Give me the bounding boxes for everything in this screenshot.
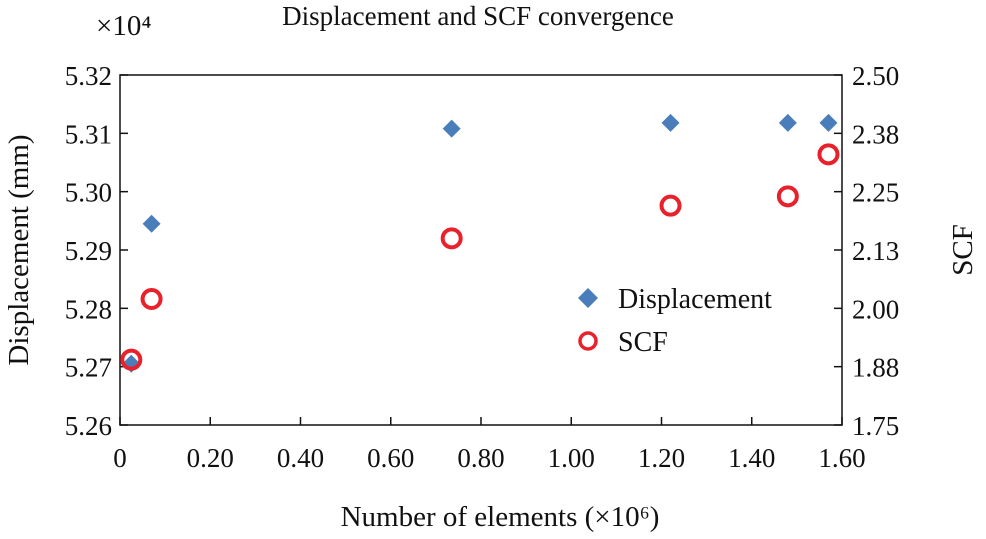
y-left-axis-label: Displacement (mm) <box>3 134 35 365</box>
x-tick-label: 0.20 <box>187 443 234 473</box>
x-tick-label: 0.60 <box>367 443 414 473</box>
y-left-tick-label: 5.27 <box>65 353 112 383</box>
y-right-axis-ticks: 1.75 1.88 2.00 2.13 2.25 2.38 2.50 <box>834 61 899 441</box>
scf-point <box>120 348 143 371</box>
y-left-tick-label: 5.31 <box>65 119 112 149</box>
y-right-tick-label: 2.38 <box>852 119 899 149</box>
displacement-point <box>819 113 838 132</box>
legend-displacement-label: Displacement <box>618 284 772 315</box>
x-tick-label: 1.60 <box>818 443 865 473</box>
x-tick-label: 1.40 <box>728 443 775 473</box>
chart-title: Displacement and SCF convergence <box>282 1 674 31</box>
displacement-point <box>142 214 161 233</box>
x-axis-label: Number of elements (×10⁶) <box>341 501 660 533</box>
data-marks <box>120 113 840 373</box>
y-left-tick-label: 5.32 <box>65 61 112 91</box>
y-right-tick-label: 2.00 <box>852 294 899 324</box>
y-right-axis-label: SCF <box>947 224 979 276</box>
y-left-axis-ticks: 5.26 5.27 5.28 5.29 5.30 5.31 5.32 <box>65 61 128 441</box>
y-right-tick-label: 2.25 <box>852 178 899 208</box>
x-tick-label: 1.00 <box>548 443 595 473</box>
x-tick-label: 0.80 <box>457 443 504 473</box>
y-left-tick-label: 5.28 <box>65 294 112 324</box>
legend-scf-marker <box>578 331 598 351</box>
plot-area-border <box>119 74 843 426</box>
scf-point <box>776 185 799 208</box>
scf-point <box>817 143 840 166</box>
legend-displacement-marker <box>578 288 598 308</box>
scf-point <box>440 227 463 250</box>
scf-point <box>659 194 682 217</box>
x-tick-label: 0.40 <box>277 443 324 473</box>
y-right-tick-label: 2.50 <box>852 61 899 91</box>
displacement-point <box>442 119 461 138</box>
left-axis-multiplier: ×10⁴ <box>96 10 151 42</box>
legend-scf-label: SCF <box>618 327 668 358</box>
y-left-tick-label: 5.29 <box>65 236 112 266</box>
y-left-tick-label: 5.26 <box>65 411 112 441</box>
plot-frame <box>119 74 843 426</box>
y-right-tick-label: 1.88 <box>852 353 899 383</box>
x-axis-ticks: 0 0.20 0.40 0.60 0.80 1.00 1.20 1.40 1.60 <box>113 417 866 473</box>
y-right-tick-label: 2.13 <box>852 236 899 266</box>
legend: Displacement SCF <box>578 284 772 358</box>
x-tick-label: 0 <box>113 443 127 473</box>
y-left-tick-label: 5.30 <box>65 178 112 208</box>
scf-point <box>140 288 163 310</box>
displacement-point <box>661 113 680 132</box>
displacement-point <box>778 113 797 132</box>
y-right-tick-label: 1.75 <box>852 411 899 441</box>
x-tick-label: 1.20 <box>638 443 685 473</box>
